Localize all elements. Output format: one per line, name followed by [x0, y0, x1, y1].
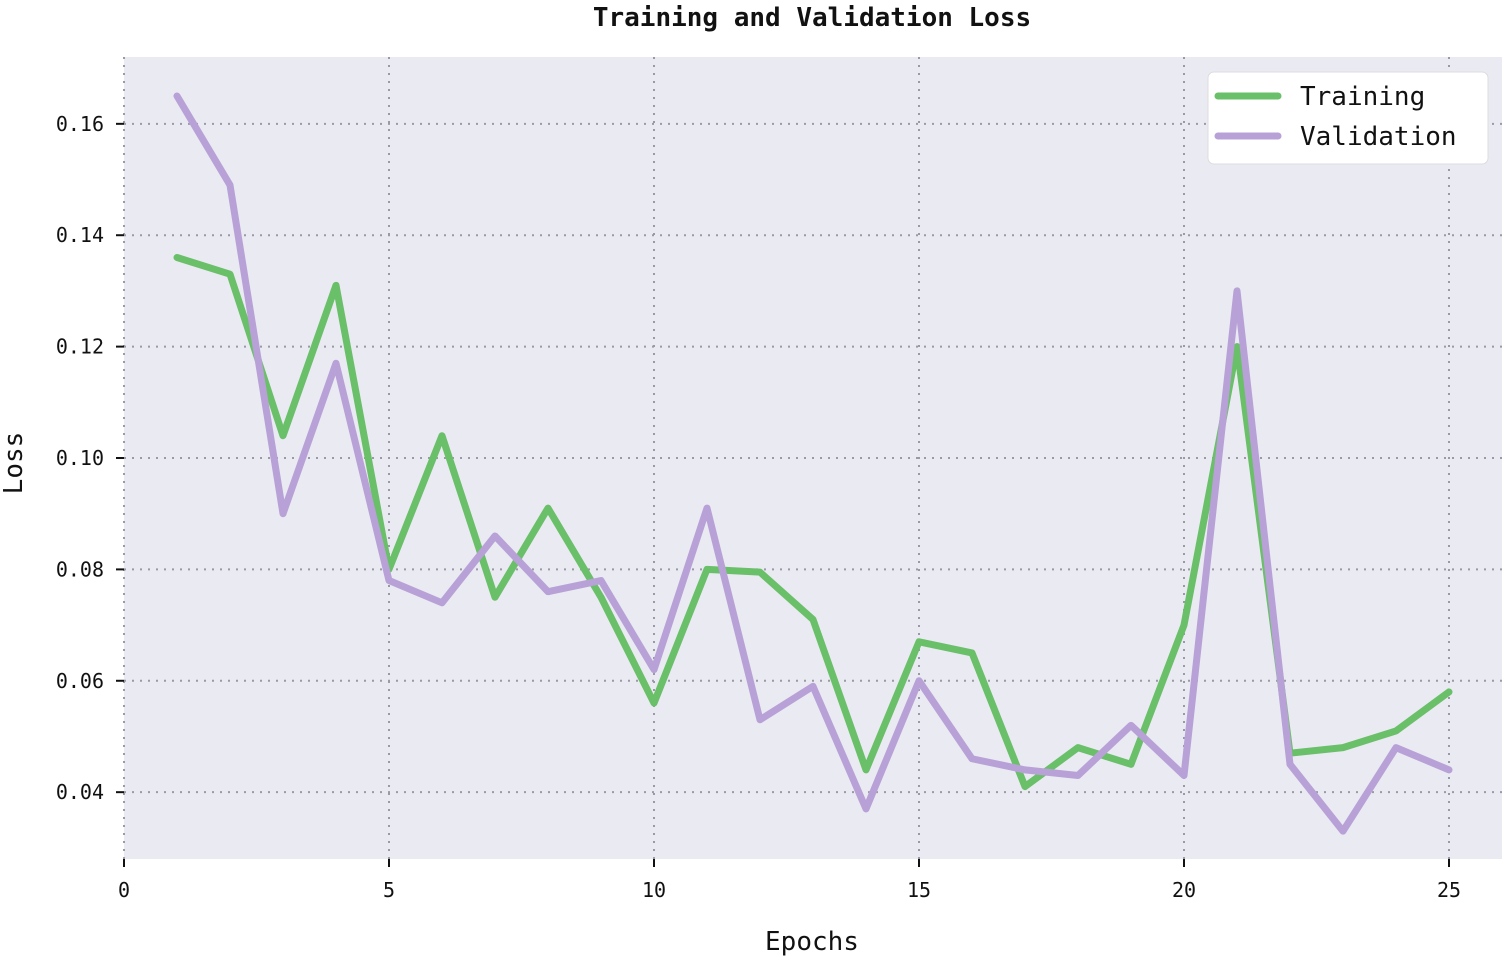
- y-tick-label: 0.08: [56, 557, 104, 581]
- x-tick-label: 25: [1437, 878, 1461, 902]
- x-tick-label: 0: [118, 878, 130, 902]
- x-tick-label: 15: [907, 878, 931, 902]
- x-tick-label: 5: [383, 878, 395, 902]
- y-tick-label: 0.04: [56, 780, 104, 804]
- series-line-validation: [173, 92, 1453, 835]
- y-tick-label: 0.06: [56, 669, 104, 693]
- chart-title: Training and Validation Loss: [593, 3, 1031, 33]
- legend: Training Validation: [1207, 71, 1489, 165]
- y-tick-label: 0.10: [56, 446, 104, 470]
- y-axis-label: Loss: [0, 432, 29, 495]
- x-tick-label: 10: [642, 878, 666, 902]
- y-tick-label: 0.16: [56, 112, 104, 136]
- y-tick-label: 0.14: [56, 223, 104, 247]
- y-tick-label: 0.12: [56, 335, 104, 359]
- x-axis-label: Epochs: [765, 927, 859, 957]
- x-tick-label: 20: [1172, 878, 1196, 902]
- legend-label-training: Training: [1300, 82, 1425, 112]
- legend-label-validation: Validation: [1300, 122, 1457, 152]
- series-lines: [173, 92, 1453, 835]
- axes: 0 5 10 15 20 25 0.04 0.06 0.08 0.10 0.12 0.14 0.16: [56, 112, 1461, 902]
